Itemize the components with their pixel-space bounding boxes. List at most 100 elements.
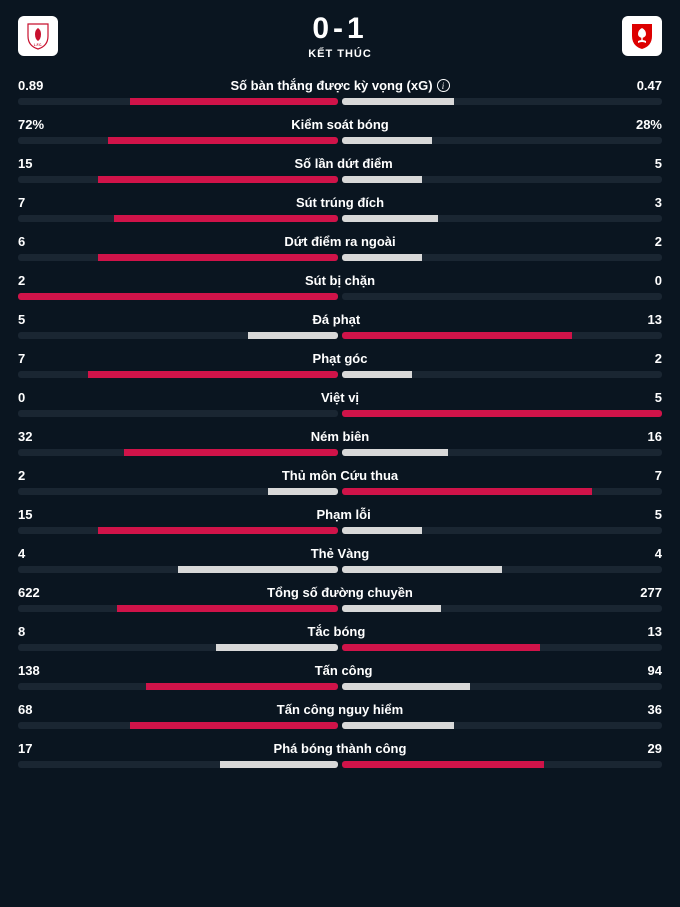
stat-bar (18, 410, 662, 417)
stat-home-value: 8 (18, 624, 25, 639)
stat-row: 17Phá bóng thành công29 (18, 741, 662, 768)
stat-bar (18, 566, 662, 573)
stat-label: Việt vị (25, 390, 655, 405)
score-text: 0-1 (308, 12, 372, 46)
stat-label: Tấn công (40, 663, 648, 678)
stat-home-value: 0 (18, 390, 25, 405)
stat-row: 8Tắc bóng13 (18, 624, 662, 651)
stats-list: 0.89Số bàn thắng được kỳ vọng (xG)i0.47 7… (18, 78, 662, 768)
stat-home-value: 72% (18, 117, 44, 132)
stat-row: 138Tấn công94 (18, 663, 662, 690)
stat-bar (18, 332, 662, 339)
stat-label: Đá phạt (25, 312, 647, 327)
stat-away-value: 2 (655, 234, 662, 249)
stat-home-value: 5 (18, 312, 25, 327)
forest-icon (628, 22, 656, 50)
stat-label: Tắc bóng (25, 624, 647, 639)
away-crest[interactable] (622, 16, 662, 56)
stat-row: 0Việt vị5 (18, 390, 662, 417)
stat-label: Tổng số đường chuyền (40, 585, 641, 600)
stat-away-value: 13 (648, 624, 662, 639)
stat-label: Số lần dứt điểm (32, 156, 654, 171)
stat-home-value: 32 (18, 429, 32, 444)
stat-away-value: 13 (648, 312, 662, 327)
score-block: 0-1 KẾT THÚC (308, 12, 372, 60)
stat-home-value: 622 (18, 585, 40, 600)
stat-row: 15Số lần dứt điểm5 (18, 156, 662, 183)
stat-row: 15Phạm lỗi5 (18, 507, 662, 534)
stat-label: Phá bóng thành công (32, 741, 647, 756)
info-icon[interactable]: i (437, 79, 450, 92)
stat-row: 2Sút bị chặn0 (18, 273, 662, 300)
stat-bar (18, 722, 662, 729)
stat-home-value: 0.89 (18, 78, 43, 93)
stat-away-value: 5 (655, 156, 662, 171)
stat-away-value: 0 (655, 273, 662, 288)
stat-row: 6Dứt điểm ra ngoài2 (18, 234, 662, 261)
stat-bar (18, 683, 662, 690)
stat-away-value: 28% (636, 117, 662, 132)
stat-bar (18, 215, 662, 222)
stat-away-value: 5 (655, 507, 662, 522)
home-crest[interactable]: L.F.C. (18, 16, 58, 56)
stat-row: 0.89Số bàn thắng được kỳ vọng (xG)i0.47 (18, 78, 662, 105)
stat-home-value: 6 (18, 234, 25, 249)
stat-home-value: 4 (18, 546, 25, 561)
stat-bar (18, 176, 662, 183)
stat-home-value: 68 (18, 702, 32, 717)
stat-bar (18, 137, 662, 144)
stat-away-value: 94 (648, 663, 662, 678)
match-header: L.F.C. 0-1 KẾT THÚC (18, 12, 662, 60)
stat-bar (18, 254, 662, 261)
stat-label: Sút bị chặn (25, 273, 655, 288)
stat-row: 5Đá phạt13 (18, 312, 662, 339)
stat-home-value: 15 (18, 507, 32, 522)
stat-home-value: 7 (18, 351, 25, 366)
stat-row: 68Tấn công nguy hiểm36 (18, 702, 662, 729)
stat-bar (18, 644, 662, 651)
stat-label: Phạm lỗi (32, 507, 654, 522)
stat-bar (18, 527, 662, 534)
stat-label: Tấn công nguy hiểm (32, 702, 647, 717)
stat-home-value: 2 (18, 273, 25, 288)
stat-row: 622Tổng số đường chuyền277 (18, 585, 662, 612)
stat-row: 7Phạt góc2 (18, 351, 662, 378)
stat-away-value: 0.47 (637, 78, 662, 93)
stat-away-value: 4 (655, 546, 662, 561)
stat-label: Kiểm soát bóng (44, 117, 636, 132)
stat-away-value: 5 (655, 390, 662, 405)
stat-home-value: 17 (18, 741, 32, 756)
svg-text:L.F.C.: L.F.C. (34, 43, 43, 47)
stat-away-value: 2 (655, 351, 662, 366)
stat-bar (18, 449, 662, 456)
liverpool-icon: L.F.C. (24, 22, 52, 50)
stat-label: Ném biên (32, 429, 647, 444)
stat-bar (18, 605, 662, 612)
stat-label: Dứt điểm ra ngoài (25, 234, 655, 249)
stat-row: 7Sút trúng đích3 (18, 195, 662, 222)
stat-row: 4Thẻ Vàng4 (18, 546, 662, 573)
stat-bar (18, 371, 662, 378)
stat-away-value: 7 (655, 468, 662, 483)
stat-bar (18, 293, 662, 300)
stat-label: Phạt góc (25, 351, 655, 366)
stat-bar (18, 98, 662, 105)
stat-away-value: 277 (640, 585, 662, 600)
stat-home-value: 138 (18, 663, 40, 678)
stat-away-value: 16 (648, 429, 662, 444)
stat-label: Thẻ Vàng (25, 546, 655, 561)
stat-home-value: 7 (18, 195, 25, 210)
stat-home-value: 2 (18, 468, 25, 483)
stat-away-value: 3 (655, 195, 662, 210)
stat-row: 32Ném biên16 (18, 429, 662, 456)
stat-bar (18, 488, 662, 495)
stat-row: 2Thủ môn Cứu thua7 (18, 468, 662, 495)
stat-away-value: 29 (648, 741, 662, 756)
stat-row: 72%Kiểm soát bóng28% (18, 117, 662, 144)
stat-label: Số bàn thắng được kỳ vọng (xG)i (43, 78, 636, 93)
stat-label: Thủ môn Cứu thua (25, 468, 655, 483)
stat-home-value: 15 (18, 156, 32, 171)
stat-away-value: 36 (648, 702, 662, 717)
match-status: KẾT THÚC (308, 48, 372, 60)
stat-label: Sút trúng đích (25, 195, 655, 210)
